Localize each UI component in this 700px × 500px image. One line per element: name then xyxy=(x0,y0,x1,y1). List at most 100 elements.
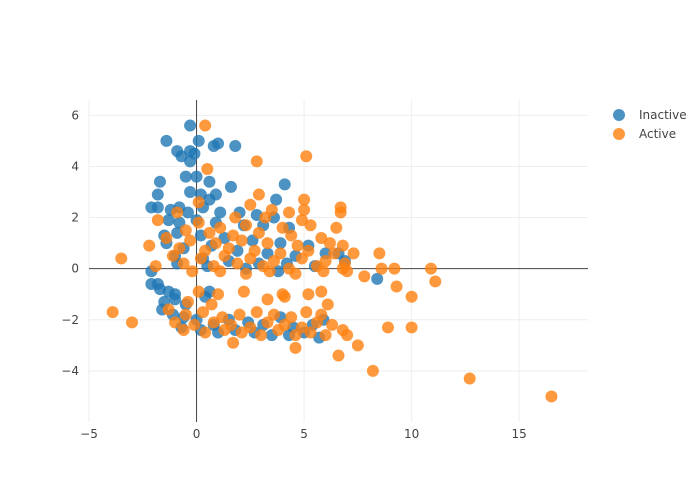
data-point xyxy=(177,257,190,270)
data-point xyxy=(240,267,253,280)
data-point xyxy=(289,329,302,342)
data-point xyxy=(298,203,311,216)
y-tick-label: 2 xyxy=(71,211,79,225)
data-point xyxy=(229,140,242,152)
data-point xyxy=(424,262,437,275)
data-point xyxy=(272,265,285,278)
x-tick-label: 5 xyxy=(300,427,308,441)
grid-layer xyxy=(88,100,588,422)
legend-marker xyxy=(613,109,625,121)
data-point xyxy=(302,288,315,301)
legend-item-active[interactable]: Active xyxy=(613,127,676,141)
legend-label: Active xyxy=(639,127,676,141)
y-tick-label: −2 xyxy=(61,313,79,327)
data-point xyxy=(326,318,339,331)
data-point xyxy=(381,321,394,334)
data-point xyxy=(233,308,246,321)
data-point xyxy=(115,252,128,265)
data-point xyxy=(214,221,227,234)
data-point xyxy=(229,211,242,224)
data-point xyxy=(218,249,231,262)
data-point xyxy=(347,247,360,260)
data-point xyxy=(240,219,253,232)
data-point xyxy=(274,237,287,250)
y-tick-label: 6 xyxy=(71,108,79,122)
data-point xyxy=(184,119,197,132)
data-point xyxy=(244,198,257,211)
data-point xyxy=(289,267,302,280)
data-point xyxy=(336,239,349,252)
data-point xyxy=(207,140,220,152)
data-point xyxy=(169,316,182,329)
axes-layer xyxy=(89,100,588,422)
data-point xyxy=(285,229,298,242)
data-point xyxy=(153,175,166,188)
data-point xyxy=(171,206,184,219)
data-point xyxy=(351,339,364,352)
data-point xyxy=(388,262,401,275)
data-point xyxy=(201,163,214,175)
tick-labels-layer: −5 0 5 10 15 −4 −2 0 2 4 6 xyxy=(61,108,527,441)
legend-item-inactive[interactable]: Inactive xyxy=(613,108,687,122)
data-point xyxy=(304,219,317,232)
data-point xyxy=(184,155,197,168)
data-point xyxy=(212,288,225,301)
data-point xyxy=(190,170,203,183)
data-point xyxy=(304,326,317,339)
data-point xyxy=(184,186,197,198)
data-point xyxy=(179,224,192,237)
data-point xyxy=(188,318,201,331)
data-point xyxy=(250,306,263,319)
data-point xyxy=(237,285,250,298)
data-point xyxy=(317,265,330,278)
data-point xyxy=(291,239,304,252)
legend[interactable]: Inactive Active xyxy=(613,108,687,141)
data-point xyxy=(373,247,386,260)
data-point xyxy=(179,170,192,183)
data-point xyxy=(259,211,272,224)
data-point xyxy=(263,265,276,278)
data-point xyxy=(177,324,190,336)
data-point xyxy=(278,178,291,191)
data-point xyxy=(267,255,280,267)
data-point xyxy=(261,293,274,306)
data-point xyxy=(319,329,332,342)
data-point xyxy=(151,201,164,214)
data-point xyxy=(203,175,216,188)
y-tick-label: 4 xyxy=(71,159,79,173)
data-point xyxy=(199,326,212,339)
data-point xyxy=(255,329,268,342)
data-point xyxy=(250,155,263,168)
data-point xyxy=(328,247,341,260)
data-point xyxy=(181,206,194,219)
data-point xyxy=(151,188,164,201)
data-point xyxy=(283,206,296,219)
points-layer xyxy=(106,119,558,403)
data-point xyxy=(169,293,182,306)
data-point xyxy=(463,372,476,385)
data-point xyxy=(235,326,248,339)
series-active xyxy=(106,119,558,403)
data-point xyxy=(321,298,334,311)
data-point xyxy=(334,206,347,219)
data-point xyxy=(186,265,199,278)
data-point xyxy=(341,329,354,342)
data-point xyxy=(371,272,384,285)
data-point xyxy=(149,260,162,273)
data-point xyxy=(276,221,289,234)
data-point xyxy=(143,239,156,252)
data-point xyxy=(545,390,558,403)
data-point xyxy=(214,265,227,278)
data-point xyxy=(199,119,212,132)
data-point xyxy=(366,364,379,377)
data-point xyxy=(179,308,192,321)
data-point xyxy=(272,324,285,336)
data-point xyxy=(209,237,222,250)
data-point xyxy=(192,134,205,147)
data-point xyxy=(298,193,311,206)
data-point xyxy=(300,306,313,319)
data-point xyxy=(162,214,175,227)
data-point xyxy=(160,232,173,244)
x-tick-label: 10 xyxy=(404,427,419,441)
